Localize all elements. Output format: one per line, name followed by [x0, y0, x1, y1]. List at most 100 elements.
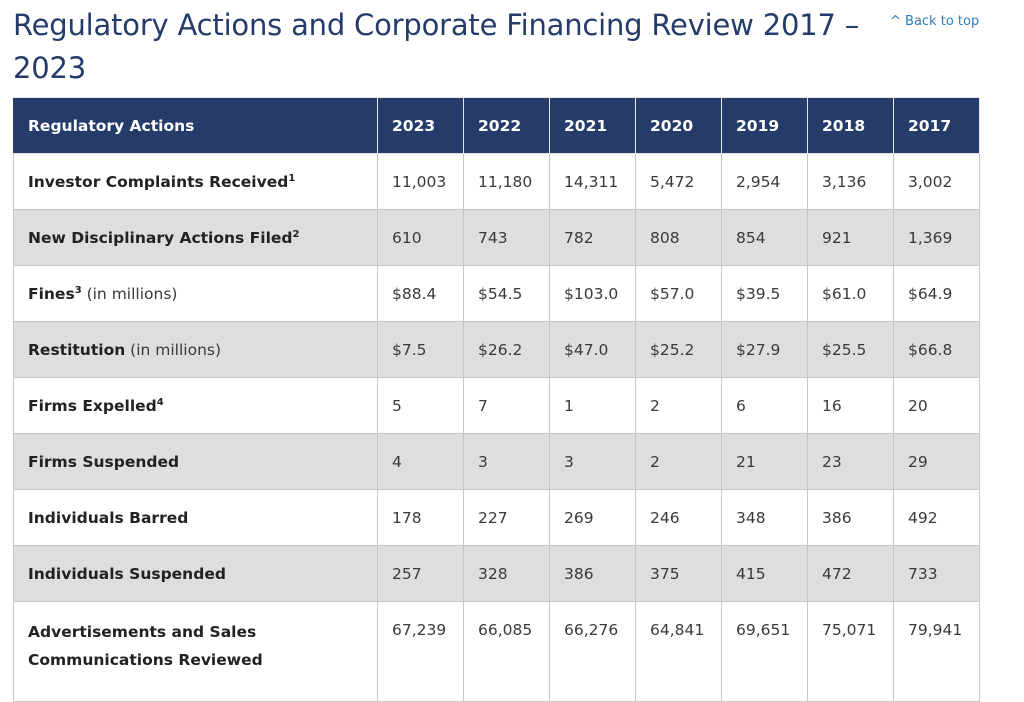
table-row: Individuals Barred 178 227 269 246 348 386 492 [13, 489, 980, 546]
table-cell: 3 [463, 433, 550, 490]
table-cell: 854 [721, 209, 808, 266]
column-header-year: 2018 [807, 97, 894, 154]
row-label-unit: (in millions) [81, 284, 178, 303]
table-cell: $57.0 [635, 265, 722, 322]
page-title: Regulatory Actions and Corporate Financi… [13, 8, 860, 85]
table-cell: 269 [549, 489, 636, 546]
row-label: Investor Complaints Received1 [13, 153, 378, 210]
row-label: Firms Expelled4 [13, 377, 378, 434]
table-cell: 610 [377, 209, 464, 266]
table-cell: 7 [463, 377, 550, 434]
table-cell: 782 [549, 209, 636, 266]
table-cell: 5 [377, 377, 464, 434]
table-cell: 227 [463, 489, 550, 546]
row-label: Individuals Suspended [13, 545, 378, 602]
table-cell: 348 [721, 489, 808, 546]
column-header-year: 2021 [549, 97, 636, 154]
row-label: Fines3 (in millions) [13, 265, 378, 322]
table-cell: $7.5 [377, 321, 464, 378]
table-cell: 743 [463, 209, 550, 266]
table-row: Individuals Suspended 257 328 386 375 415 472 7… [13, 545, 980, 602]
table-cell: 75,071 [807, 601, 894, 702]
footnote-marker: 1 [288, 172, 296, 184]
table-cell: 2 [635, 377, 722, 434]
row-label-text: Restitution [28, 340, 126, 359]
table-cell: $25.2 [635, 321, 722, 378]
row-label-text: Individuals Suspended [28, 564, 226, 583]
table-header-row: Regulatory Actions 2023 2022 2021 2020 2… [13, 97, 980, 154]
table-cell: 4 [377, 433, 464, 490]
table-cell: 733 [893, 545, 980, 602]
table-cell: 472 [807, 545, 894, 602]
row-label-text: Firms Expelled [28, 396, 157, 415]
table-cell: 79,941 [893, 601, 980, 702]
table-cell: $66.8 [893, 321, 980, 378]
row-label-text: Individuals Barred [28, 508, 189, 527]
table-cell: $47.0 [549, 321, 636, 378]
table-cell: $27.9 [721, 321, 808, 378]
table-cell: 64,841 [635, 601, 722, 702]
row-label-unit: (in millions) [125, 340, 222, 359]
table-cell: 246 [635, 489, 722, 546]
row-label-text: Advertisements and Sales Communications … [28, 623, 263, 669]
table-cell: 14,311 [549, 153, 636, 210]
row-label: Firms Suspended [13, 433, 378, 490]
table-cell: $26.2 [463, 321, 550, 378]
row-label-text: Firms Suspended [28, 452, 180, 471]
table-cell: $61.0 [807, 265, 894, 322]
row-label: New Disciplinary Actions Filed2 [13, 209, 378, 266]
table-cell: 69,651 [721, 601, 808, 702]
table-cell: 11,003 [377, 153, 464, 210]
table-cell: 29 [893, 433, 980, 490]
back-to-top-link[interactable]: ^ Back to top [890, 14, 980, 29]
table-cell: 20 [893, 377, 980, 434]
table-cell: 3,136 [807, 153, 894, 210]
table-cell: 66,276 [549, 601, 636, 702]
row-label: Individuals Barred [13, 489, 378, 546]
column-header-year: 2022 [463, 97, 550, 154]
row-label: Restitution (in millions) [13, 321, 378, 378]
column-header-year: 2023 [377, 97, 464, 154]
table-row: Advertisements and Sales Communications … [13, 601, 980, 702]
table-cell: 5,472 [635, 153, 722, 210]
table-cell: 328 [463, 545, 550, 602]
table-cell: 492 [893, 489, 980, 546]
table-cell: 6 [721, 377, 808, 434]
row-label-text: Fines [28, 284, 75, 303]
table-cell: 1 [549, 377, 636, 434]
table-cell: $25.5 [807, 321, 894, 378]
row-label: Advertisements and Sales Communications … [13, 601, 378, 702]
table-cell: 257 [377, 545, 464, 602]
table-cell: 11,180 [463, 153, 550, 210]
table-cell: $64.9 [893, 265, 980, 322]
table-row: Firms Expelled4 5 7 1 2 6 16 20 [13, 377, 980, 434]
table-row: Fines3 (in millions) $88.4 $54.5 $103.0 $57.… [13, 265, 980, 322]
table-cell: 415 [721, 545, 808, 602]
table-cell: 66,085 [463, 601, 550, 702]
column-header-year: 2020 [635, 97, 722, 154]
table-cell: 1,369 [893, 209, 980, 266]
table-cell: 23 [807, 433, 894, 490]
table-cell: 921 [807, 209, 894, 266]
table-row: Restitution (in millions) $7.5 $26.2 $47.0 $… [13, 321, 980, 378]
table-cell: $54.5 [463, 265, 550, 322]
table-cell: 67,239 [377, 601, 464, 702]
table-cell: 386 [807, 489, 894, 546]
column-header-year: 2017 [893, 97, 980, 154]
table-cell: 3 [549, 433, 636, 490]
table-cell: 178 [377, 489, 464, 546]
table-cell: 21 [721, 433, 808, 490]
column-header-year: 2019 [721, 97, 808, 154]
column-header-label: Regulatory Actions [13, 97, 378, 154]
table-cell: 16 [807, 377, 894, 434]
table-cell: 375 [635, 545, 722, 602]
table-cell: 2 [635, 433, 722, 490]
footnote-marker: 3 [74, 284, 82, 296]
table-cell: 3,002 [893, 153, 980, 210]
footnote-marker: 2 [292, 228, 300, 240]
table-row: Firms Suspended 4 3 3 2 21 23 29 [13, 433, 980, 490]
table-cell: $39.5 [721, 265, 808, 322]
table-row: New Disciplinary Actions Filed2 610 743 782… [13, 209, 980, 266]
table-cell: 808 [635, 209, 722, 266]
footnote-marker: 4 [156, 396, 164, 408]
